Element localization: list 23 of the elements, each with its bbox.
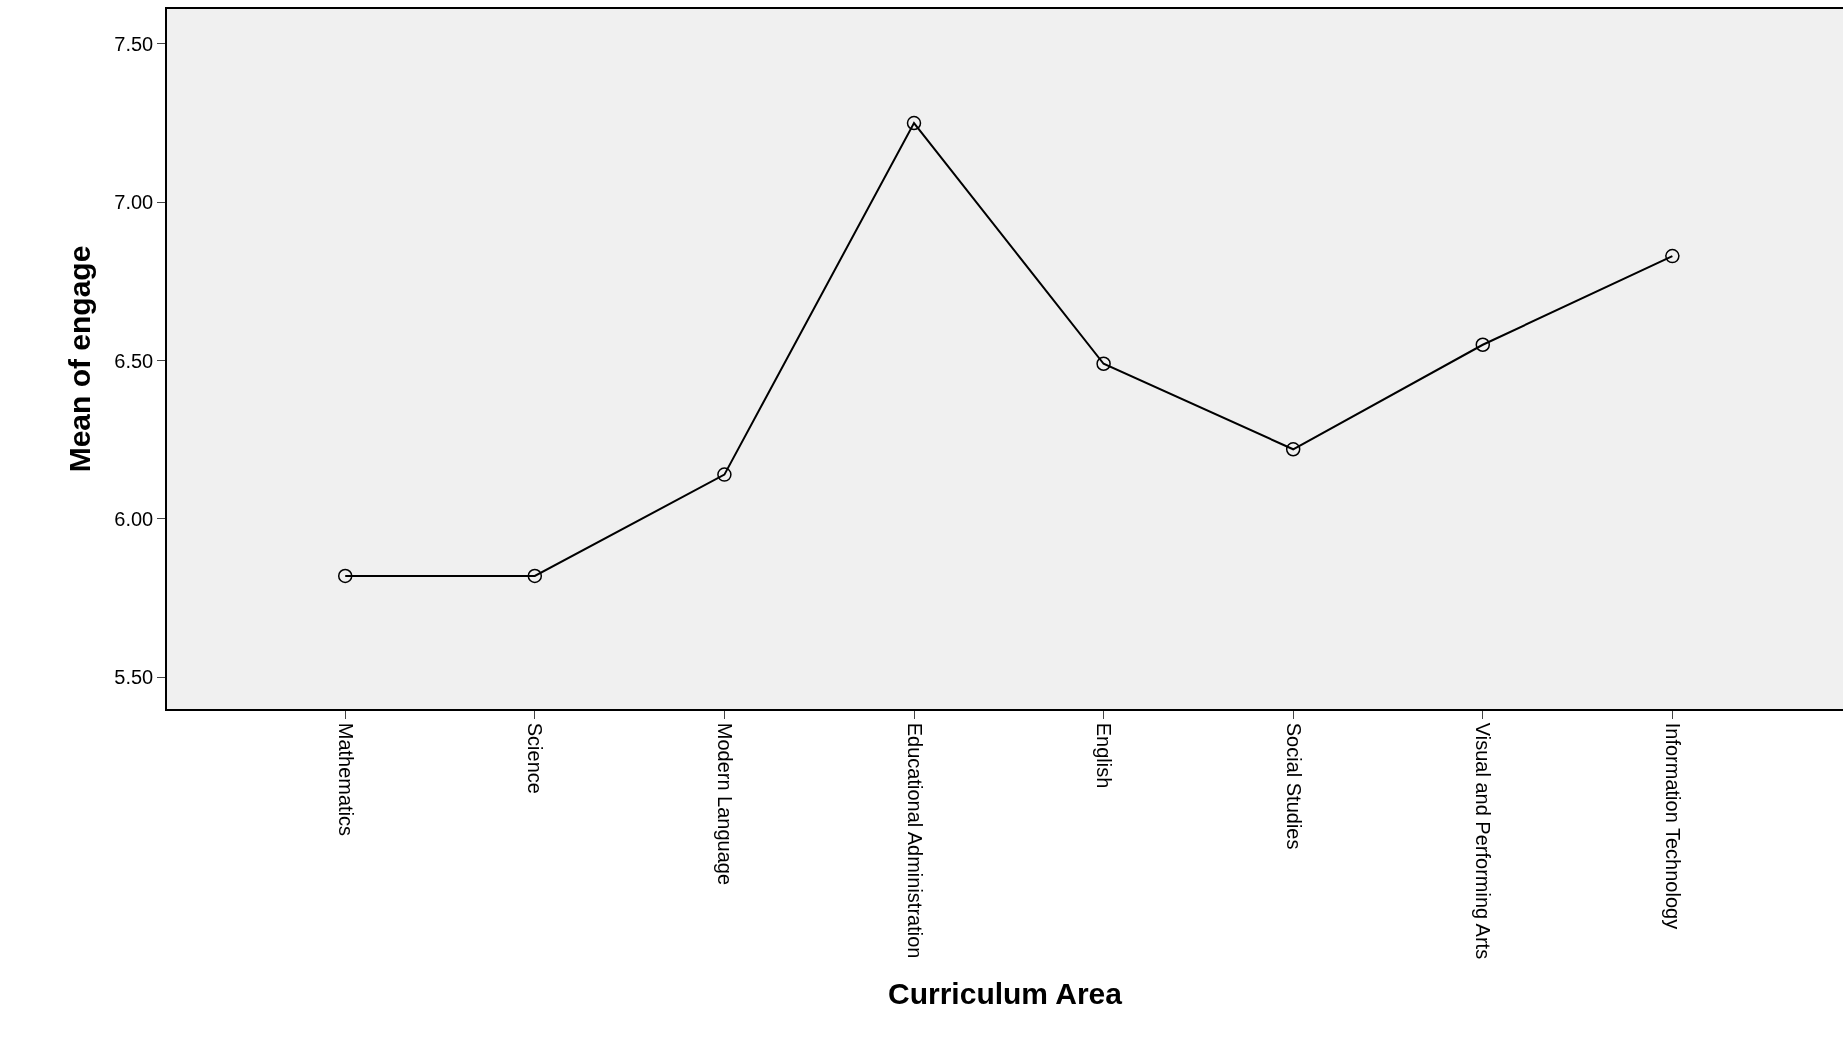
x-tick-label: English xyxy=(1093,722,1116,789)
y-tick-label: 6.00 xyxy=(114,507,154,530)
x-tick-label: Information Technology xyxy=(1661,722,1684,930)
point xyxy=(1285,442,1301,457)
y-axis-title: Mean of engage xyxy=(62,245,96,473)
point xyxy=(717,467,732,482)
point xyxy=(1096,356,1111,371)
point xyxy=(1665,248,1680,264)
point xyxy=(337,568,353,584)
point xyxy=(527,568,543,584)
x-tick-label: Mathematics xyxy=(334,722,357,837)
y-tick-label: 7.50 xyxy=(114,32,154,55)
y-tick-label: 5.50 xyxy=(114,666,154,689)
x-tick-label: Educational Administration xyxy=(903,722,926,959)
point xyxy=(906,115,922,131)
x-tick-label: Science xyxy=(524,722,547,794)
y-tick-label: 6.50 xyxy=(114,349,154,372)
x-axis-title: Curriculum Area xyxy=(888,977,1123,1011)
y-tick-label: 7.00 xyxy=(114,191,154,214)
x-tick-label: Social Studies xyxy=(1282,722,1305,850)
x-tick-label: Modern Language xyxy=(713,722,736,886)
point xyxy=(1475,337,1491,352)
x-tick-label: Visual and Performing Arts xyxy=(1472,722,1495,960)
